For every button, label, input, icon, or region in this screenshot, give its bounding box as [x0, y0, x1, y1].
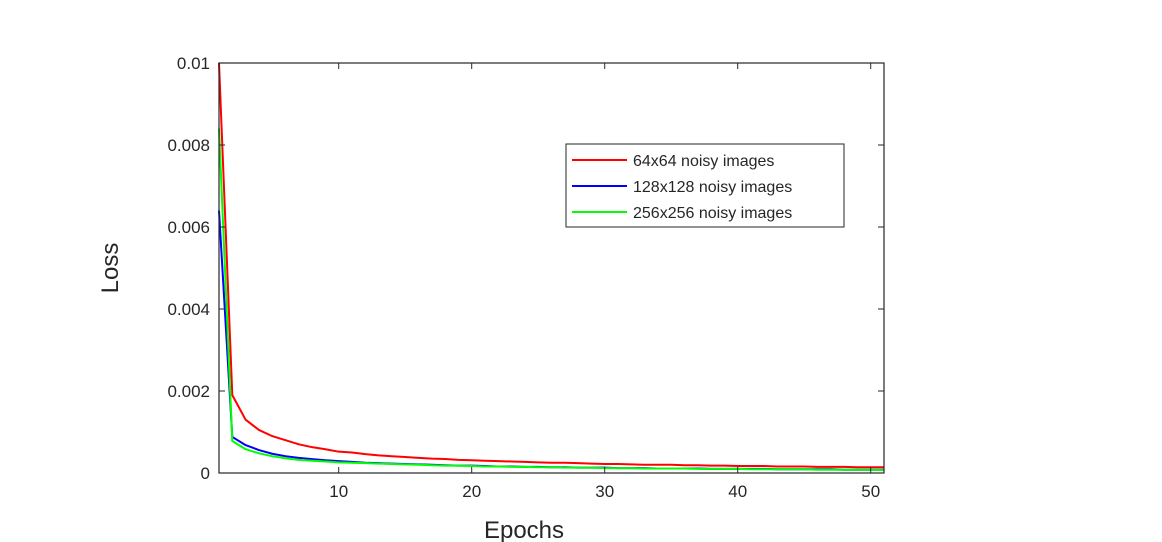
y-tick-label: 0.004 [167, 300, 210, 319]
legend: 64x64 noisy images 128x128 noisy images … [565, 143, 845, 228]
x-tick-label: 20 [462, 482, 481, 501]
x-axis-label: Epochs [484, 517, 564, 542]
legend-label-128x128: 128x128 noisy images [633, 179, 792, 196]
axes-box [218, 62, 885, 474]
legend-label-256x256: 256x256 noisy images [633, 205, 792, 222]
y-tick-label: 0.008 [167, 136, 210, 155]
x-tick-label: 30 [595, 482, 614, 501]
x-axis-ticks: 10 20 30 40 50 [329, 63, 880, 501]
plot-area [219, 63, 884, 473]
y-tick-label: 0 [201, 464, 210, 483]
y-tick-label: 0.006 [167, 218, 210, 237]
x-tick-label: 10 [329, 482, 348, 501]
x-tick-label: 50 [861, 482, 880, 501]
y-axis-label: Loss [97, 243, 124, 294]
y-tick-label: 0.01 [177, 54, 210, 73]
series-line-3 [218, 128, 885, 472]
series-line-1 [218, 62, 884, 469]
x-tick-label: 40 [728, 482, 747, 501]
y-tick-label: 0.002 [167, 382, 210, 401]
y-axis-ticks: 0 0.002 0.004 0.006 0.008 0.01 [167, 54, 884, 483]
series-layer [218, 62, 885, 472]
legend-label-64x64: 64x64 noisy images [633, 153, 774, 170]
